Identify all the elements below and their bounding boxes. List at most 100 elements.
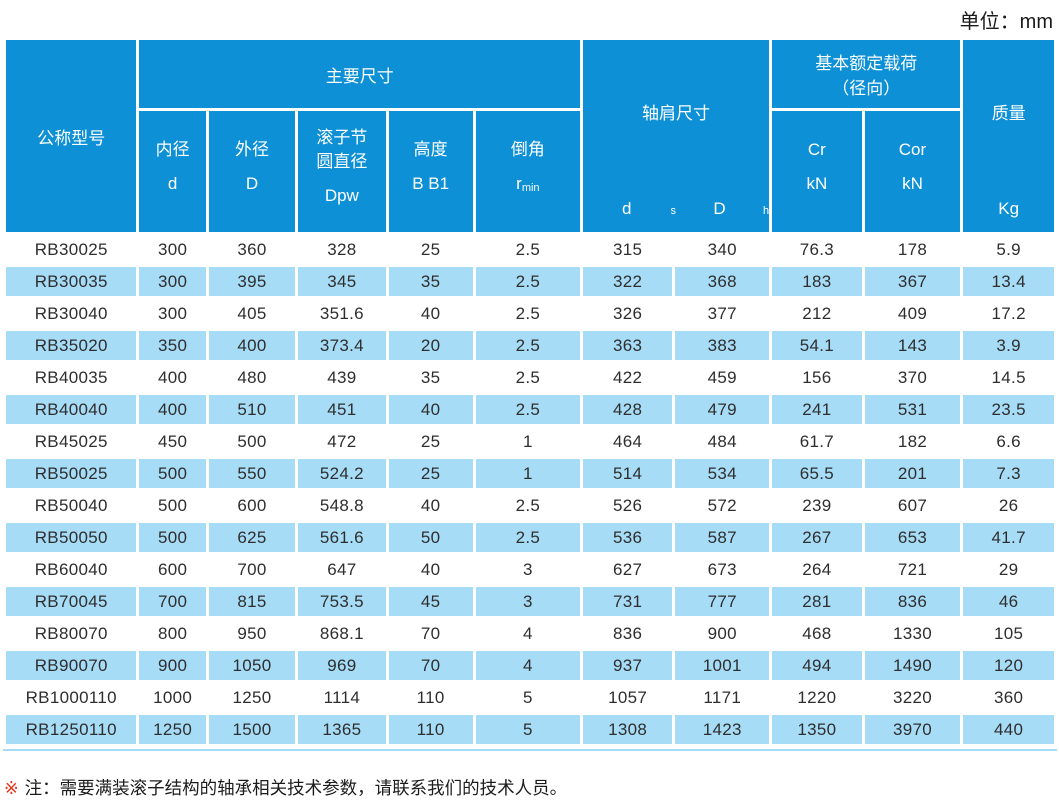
cell-Cr: 65.5 [769,456,865,491]
cell-B-B1: 35 [385,264,476,299]
cell-B-B1: 50 [385,520,476,555]
table-row: RB30035 300 395 345 35 2.5 322 368 183 367 13.4 [2,264,1057,299]
cell-model: RB30025 [4,233,138,266]
cell-D: 815 [205,584,299,619]
cell-Dh: 673 [673,553,771,586]
cell-B-B1: 70 [387,617,475,650]
table-row: RB50050 500 625 561.6 50 2.5 536 587 267 653 41.7 [2,520,1057,555]
cell-Cor: 143 [861,328,964,363]
cell-Cor: 721 [863,553,962,586]
cell-Dh: 900 [673,617,771,650]
cell-model: RB80070 [4,617,138,650]
table-row: RB30040 300 405 351.6 40 2.5 326 377 212 409 17.2 [4,297,1056,330]
table-row: RB40040 400 510 451 40 2.5 428 479 241 531 23.5 [2,392,1057,427]
cell-B-B1: 70 [385,648,476,683]
cell-D: 395 [205,264,299,299]
cell-Dh: 377 [673,297,771,330]
cell-D: 500 [207,425,297,458]
symbol-B-B1: B B1 [412,173,450,193]
cell-r-min: 3 [474,553,582,586]
cell-r-min: 4 [474,617,582,650]
cell-model: RB70045 [2,584,140,619]
cell-B-B1: 25 [387,425,475,458]
cell-d: 300 [137,297,208,330]
table-row: RB30025 300 360 328 25 2.5 315 340 76.3 178 5.9 [4,233,1056,266]
footnote-text: 注：需要满装滚子结构的轴承相关技术参数，请联系我们的技术人员。 [24,778,568,798]
cell-d: 700 [136,584,209,619]
cell-model: RB40040 [2,392,140,427]
cell-d: 350 [136,328,209,363]
cell-Cr: 264 [770,553,864,586]
cell-ds: 428 [579,392,676,427]
cell-Kg: 120 [960,648,1057,683]
cell-B-B1: 25 [387,233,475,266]
cell-D: 550 [205,456,299,491]
table-row: RB70045 700 815 753.5 45 3 731 777 281 836 46 [2,584,1057,619]
symbol-d: d [167,173,178,193]
cell-D: 700 [207,553,297,586]
cell-ds: 326 [581,297,674,330]
table-row: RB1250110 1250 1500 1365 110 5 1308 1423 1350 397… [2,712,1057,747]
cell-model: RB1250110 [2,712,140,747]
load-label-line2: （径向） [832,79,901,98]
cell-B-B1: 40 [387,297,475,330]
cell-r-min: 2.5 [472,392,583,427]
cell-Kg: 29 [961,553,1056,586]
cell-D: 510 [205,392,299,427]
cell-Cor: 653 [861,520,964,555]
cell-model: RB35020 [2,328,140,363]
cell-d: 500 [136,520,209,555]
cell-r-min: 2.5 [474,233,582,266]
cell-d: 800 [137,617,208,650]
cell-d: 600 [137,553,208,586]
col-header-Cor: Cor kN [861,108,964,235]
cell-d: 400 [136,392,209,427]
cell-Kg: 105 [961,617,1056,650]
cell-Cr: 267 [769,520,865,555]
cell-Cr: 212 [770,297,864,330]
cell-D: 625 [205,520,299,555]
cell-model: RB50040 [4,489,138,522]
cell-Dpw: 1365 [295,712,389,747]
col-header-inner-diameter: 内径 d [136,108,209,235]
cell-Kg: 46 [960,584,1057,619]
cell-Cor: 409 [863,297,962,330]
cell-Kg: 6.6 [961,425,1056,458]
cell-Dpw: 1114 [296,681,388,714]
cell-Dpw: 548.8 [296,489,388,522]
cell-model: RB45025 [4,425,138,458]
cell-r-min: 4 [472,648,583,683]
cell-ds: 363 [579,328,676,363]
cell-Cor: 201 [861,456,964,491]
col-header-mass: 质量 Kg [960,37,1057,235]
cell-ds: 322 [579,264,676,299]
cell-Cr: 156 [770,361,864,394]
cell-Kg: 23.5 [960,392,1057,427]
table-row: RB1000110 1000 1250 1114 110 5 1057 1171 1220 322… [4,681,1056,714]
cell-B-B1: 25 [385,456,476,491]
cell-B-B1: 40 [387,489,475,522]
cell-d: 400 [137,361,208,394]
cell-d: 300 [136,264,209,299]
group-header-main-dimensions: 主要尺寸 [136,37,583,111]
col-header-height: 高度 B B1 [385,108,476,235]
cell-Dh: 1423 [672,712,773,747]
cell-B-B1: 110 [387,681,475,714]
cell-Kg: 13.4 [960,264,1057,299]
table-row: RB35020 350 400 373.4 20 2.5 363 383 54.1 143 3.9 [2,328,1057,363]
cell-Dpw: 351.6 [296,297,388,330]
cell-Cr: 76.3 [770,233,864,266]
cell-Cor: 1330 [863,617,962,650]
cell-r-min: 2.5 [472,328,583,363]
cell-model: RB30040 [4,297,138,330]
cell-Cor: 1490 [861,648,964,683]
cell-Dpw: 472 [296,425,388,458]
cell-D: 480 [207,361,297,394]
cell-ds: 422 [581,361,674,394]
cell-Dh: 383 [672,328,773,363]
cell-Dpw: 439 [296,361,388,394]
cell-r-min: 2.5 [472,520,583,555]
cell-Cr: 239 [770,489,864,522]
